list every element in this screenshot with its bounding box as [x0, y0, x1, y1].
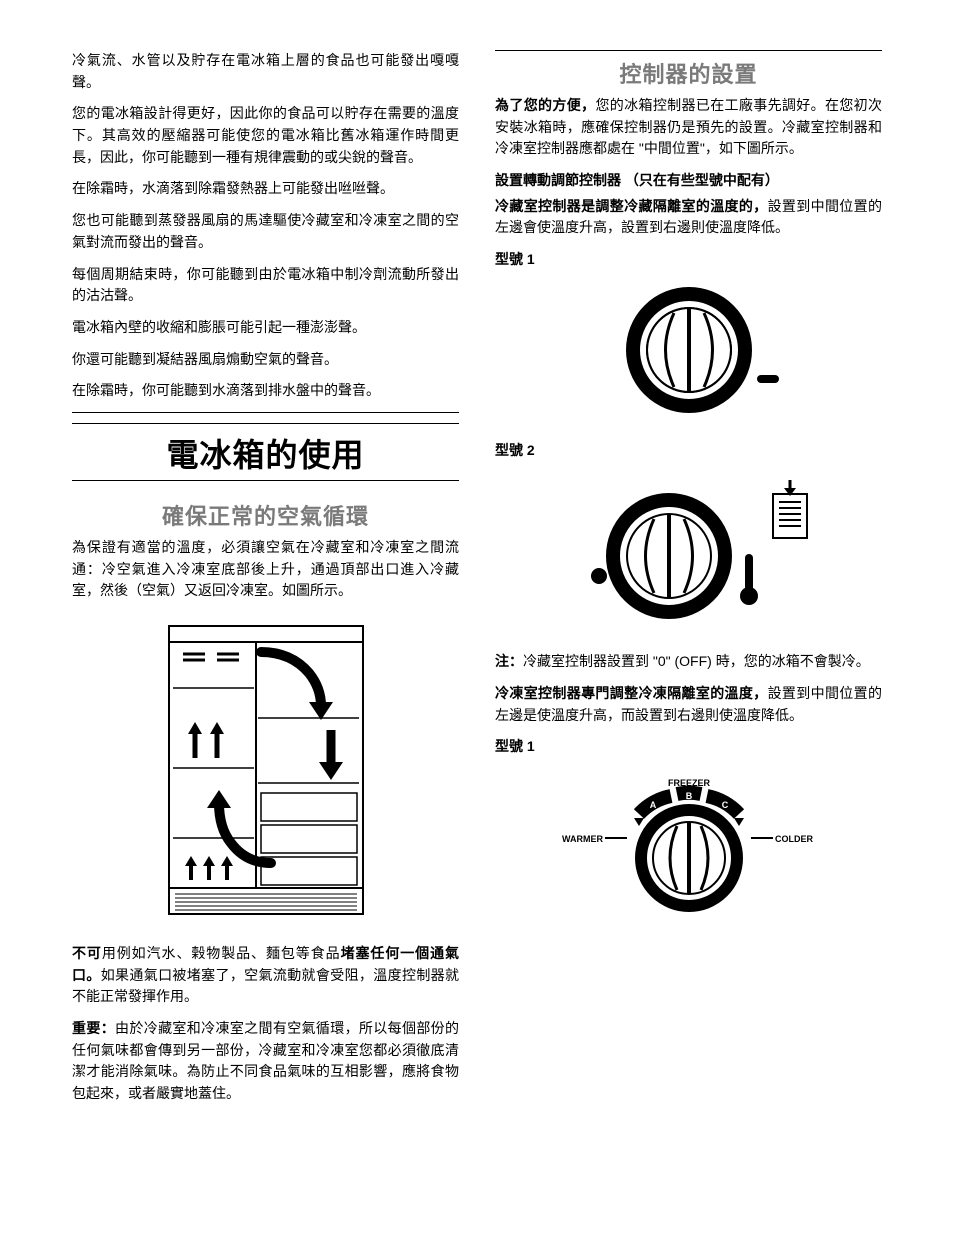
dial-svg	[579, 285, 799, 415]
note-paragraph: 注：冷藏室控制器設置到 "0" (OFF) 時，您的冰箱不會製冷。	[495, 651, 882, 673]
dial-label-colder: COLDER	[775, 834, 814, 844]
body-paragraph: 在除霜時，水滴落到除霜發熱器上可能發出咝咝聲。	[72, 178, 459, 200]
body-paragraph: 每個周期結束時，你可能聽到由於電冰箱中制冷劑流動所發出的沽沽聲。	[72, 264, 459, 307]
body-text: 冷藏室控制器設置到 "0" (OFF) 時，您的冰箱不會製冷。	[523, 653, 870, 669]
emphasis-text: 冷凍室控制器專門調整冷凍隔離室的溫度，	[495, 685, 768, 701]
divider	[72, 412, 459, 413]
vent-block-paragraph: 不可用例如汽水、榖物製品、麵包等食品堵塞任何一個通氣口。如果通氣口被堵塞了，空氣…	[72, 943, 459, 1008]
dial-figure-2	[495, 476, 882, 631]
dial-svg	[559, 476, 819, 626]
fridge-diagram-svg	[161, 618, 371, 918]
dial-label-a: A	[649, 800, 656, 810]
body-text: 用例如汽水、榖物製品、麵包等食品	[102, 945, 341, 961]
dial-label-b: B	[685, 791, 692, 801]
important-label: 重要：	[72, 1020, 115, 1036]
fridge-airflow-figure	[72, 618, 459, 923]
body-text: 如果通氣口被堵塞了，空氣流動就會受阻，溫度控制器就不能正常發揮作用。	[72, 967, 459, 1005]
emphasis-text: 冷藏室控制器是調整冷藏隔離室的溫度的，	[495, 198, 768, 214]
emphasis-text: 為了您的方便，	[495, 97, 595, 113]
rotary-heading: 設置轉動調節控制器 （只在有些型號中配有）	[495, 170, 882, 192]
section-heading-sub: 控制器的設置	[495, 57, 882, 89]
model-label: 型號 2	[495, 440, 882, 460]
section-rule-top	[495, 50, 882, 51]
note-label: 注：	[495, 653, 523, 669]
body-paragraph: 你還可能聽到凝結器風扇煽動空氣的聲音。	[72, 349, 459, 371]
section-heading-sub: 確保正常的空氣循環	[72, 499, 459, 531]
two-column-layout: 冷氣流、水管以及貯存在電冰箱上層的食品也可能發出嘎嘎聲。 您的電冰箱設計得更好，…	[72, 50, 882, 1115]
body-paragraph: 您也可能聽到蒸發器風扇的馬達驅使冷藏室和冷凍室之間的空氣對流而發出的聲音。	[72, 210, 459, 253]
body-paragraph: 為保證有適當的溫度，必須讓空氣在冷藏室和冷凍室之間流通：冷空氣進入冷凍室底部後上…	[72, 537, 459, 602]
body-paragraph: 您的電冰箱設計得更好，因此你的食品可以貯存在需要的溫度下。其高效的壓縮器可能使您…	[72, 103, 459, 168]
freezer-dial-svg: FREEZER A B C WARMER COLDER	[549, 772, 829, 922]
section-rule-bottom	[72, 480, 459, 481]
model-label: 型號 1	[495, 736, 882, 756]
emphasis-text: 不可	[72, 945, 102, 961]
left-column: 冷氣流、水管以及貯存在電冰箱上層的食品也可能發出嘎嘎聲。 您的電冰箱設計得更好，…	[72, 50, 459, 1115]
section-heading-main: 電冰箱的使用	[72, 430, 459, 476]
important-paragraph: 重要：由於冷藏室和冷凍室之間有空氣循環，所以每個部份的任何氣味都會傳到另一部份，…	[72, 1018, 459, 1105]
freezer-control-paragraph: 冷凍室控制器專門調整冷凍隔離室的溫度，設置到中間位置的左邊是使溫度升高，而設置到…	[495, 683, 882, 726]
body-paragraph: 在除霜時，你可能聽到水滴落到排水盤中的聲音。	[72, 380, 459, 402]
body-paragraph: 電冰箱內壁的收縮和膨脹可能引起一種澎澎聲。	[72, 317, 459, 339]
dial-figure-1	[495, 285, 882, 420]
body-text: 由於冷藏室和冷凍室之間有空氣循環，所以每個部份的任何氣味都會傳到另一部份，冷藏室…	[72, 1020, 459, 1101]
dial-label-c: C	[721, 800, 728, 810]
body-paragraph: 冷氣流、水管以及貯存在電冰箱上層的食品也可能發出嘎嘎聲。	[72, 50, 459, 93]
dial-label-warmer: WARMER	[562, 834, 603, 844]
fridge-control-paragraph: 冷藏室控制器是調整冷藏隔離室的溫度的，設置到中間位置的左邊會使溫度升高，設置到右…	[495, 196, 882, 239]
section-rule-top	[72, 423, 459, 424]
model-label: 型號 1	[495, 249, 882, 269]
freezer-dial-figure: FREEZER A B C WARMER COLDER	[495, 772, 882, 927]
convenience-paragraph: 為了您的方便，您的冰箱控制器已在工廠事先調好。在您初次安裝冰箱時，應確保控制器仍…	[495, 95, 882, 160]
right-column: 控制器的設置 為了您的方便，您的冰箱控制器已在工廠事先調好。在您初次安裝冰箱時，…	[495, 50, 882, 1115]
